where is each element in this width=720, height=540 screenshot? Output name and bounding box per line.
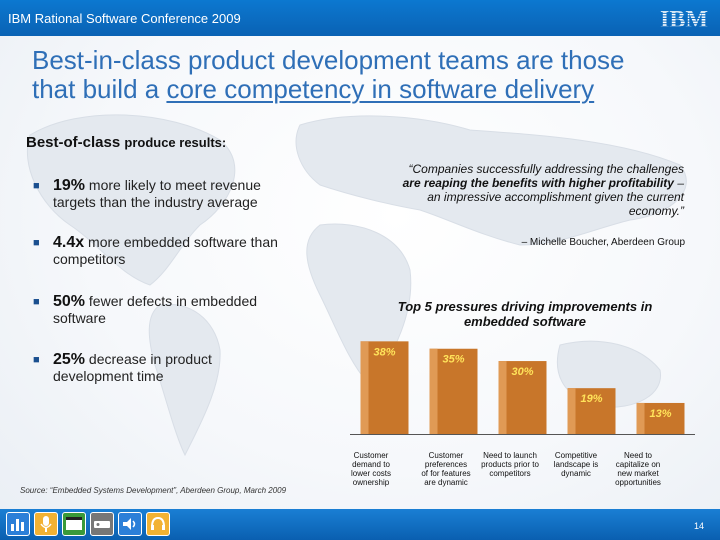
bar-value-label: 30% [511,366,533,378]
microphone-icon[interactable] [34,512,58,536]
bullet-item: ■ 19% more likely to meet revenue targets… [33,177,346,211]
ibm-logo: IBM [660,7,708,30]
bullet-highlight: 25% [53,351,86,368]
chart-icon[interactable] [6,512,30,536]
bar-highlight [636,402,645,435]
page-number: 14 [693,521,704,531]
section-subtitle: Best-of-class produce results: [26,134,226,151]
category-label: Customer demand to lower costs ownership [350,451,391,487]
svg-text:IBM: IBM [660,7,708,30]
bullet-marker-icon: ■ [33,354,40,366]
bar-value-label: 13% [649,408,671,420]
headphones-icon[interactable] [146,512,170,536]
category-label: Need to capitalize on new market opportunit… [615,451,661,487]
bullet-text-line2: competitors [53,251,126,267]
bullet-item: ■ 4.4x more embedded software than compet… [33,234,346,268]
quote-attribution: – Michelle Boucher, Aberdeen Group [521,237,685,248]
analyst-quote: “Companies successfully addressing the c… [392,162,684,218]
bar-chart: 38% 35% 30% 19% 13% [350,341,695,435]
world-map-background [26,114,687,457]
bullet-highlight: 19% [53,177,86,194]
conference-title: IBM Rational Software Conference 2009 [8,11,241,26]
bar-value-label: 19% [580,393,602,405]
bullet-text: decrease in product [88,351,212,367]
bullet-item: ■ 50% fewer defects in embedded software [33,293,346,327]
subtitle-main: Best-of-class [26,134,121,151]
bullet-highlight: 4.4x [53,234,85,251]
bullet-text-line2: targets than the industry average [53,194,258,210]
bar-highlight [498,361,507,435]
source-citation: Source: “Embedded Systems Development”, … [20,486,287,495]
title-line1: Best-in-class product development teams … [32,45,625,75]
bullet-marker-icon: ■ [33,237,40,249]
subtitle-rest: produce results: [124,135,227,150]
bullet-marker-icon: ■ [33,296,40,308]
bullet-text-line2: software [53,310,106,326]
category-label: Customer preferences of for features are dy… [421,451,471,487]
film-icon[interactable] [62,512,86,536]
bullet-text: fewer defects in embedded [88,293,258,309]
bar-highlight [360,341,369,435]
bar-highlight [567,388,576,435]
header-bar: IBM Rational Software Conference 2009 IB… [0,0,720,36]
title-line2-prefix: that build a [32,74,167,104]
bullet-text: more likely to meet revenue [88,177,261,193]
quote-part2: – an impressive accomplishment given the… [427,176,684,218]
bullet-text: more embedded software than [88,234,278,250]
quote-part1: “Companies successfully addressing the c… [408,162,684,176]
category-label: Need to launch products prior to competito… [481,451,539,478]
keyboard-icon[interactable] [90,512,114,536]
chart-title: Top 5 pressures driving improvements in … [397,299,653,329]
bullet-marker-icon: ■ [33,180,40,192]
bar-value-label: 38% [373,346,395,358]
bar-value-label: 35% [442,354,464,366]
bullet-item: ■ 25% decrease in product development tim… [33,351,346,385]
bullet-text-line2: development time [53,368,164,384]
bullet-highlight: 50% [53,293,86,310]
speaker-icon[interactable] [118,512,142,536]
title-line2-underlined: core competency in software delivery [166,74,595,104]
slide-title: Best-in-class product development teams … [32,46,692,104]
category-label: Competitive landscape is dynamic [553,451,599,478]
bar-highlight [429,348,438,435]
quote-bold: are reaping the benefits with higher pro… [402,176,674,190]
